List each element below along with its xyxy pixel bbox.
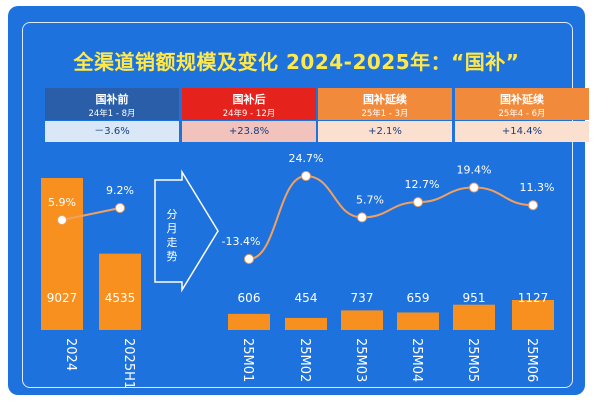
phase-header-3: 国补延续 25年1 - 3月: [318, 88, 452, 120]
trend-char-1: 分: [167, 208, 178, 221]
phase-header-2: 国补后 24年9 - 12月: [182, 88, 316, 120]
trend-char-4: 势: [167, 250, 178, 263]
growth-point: [357, 212, 367, 223]
phase-value-2: +23.8%: [182, 121, 316, 142]
bar-value-label: 737: [351, 291, 374, 305]
phase-range: 24年9 - 12月: [222, 109, 276, 119]
growth-label: 11.3%: [520, 181, 555, 194]
phase-name: 国补前: [95, 93, 129, 106]
x-tick-label: 2025H1: [121, 338, 136, 389]
bar-25M01: [228, 313, 270, 330]
growth-point: [301, 171, 311, 181]
growth-line-yearly: [61, 207, 121, 221]
growth-point: [528, 200, 538, 211]
phase-range: 24年1 - 8月: [88, 109, 136, 119]
x-tick-label: 25M02: [297, 338, 312, 382]
bar-2025H1: [99, 253, 141, 330]
phase-name: 国补延续: [500, 93, 544, 106]
growth-line-monthly: [248, 174, 534, 260]
phase-header-1: 国补前 24年1 - 8月: [45, 88, 179, 120]
growth-label: 9.2%: [106, 184, 134, 197]
blue-frame: [8, 6, 585, 395]
growth-label: 19.4%: [457, 164, 492, 177]
x-tick-label: 25M06: [524, 338, 539, 382]
phase-value-4: +14.4%: [455, 121, 589, 142]
x-tick-label: 25M04: [409, 338, 424, 382]
phase-value-1: －3.6%: [45, 121, 179, 142]
phase-value-3: +2.1%: [318, 121, 452, 142]
plot-area: 9027 2024 4535 2025H1 5.9% 9.2% 606 25M01 454 25M…: [41, 152, 554, 389]
growth-label: 24.7%: [289, 152, 324, 165]
bar-value-label: 454: [295, 291, 318, 305]
bar-value-label: 659: [407, 291, 430, 305]
bar-2024: [41, 178, 83, 330]
phase-range: 25年1 - 3月: [361, 109, 409, 119]
phase-name: 国补延续: [363, 93, 407, 106]
trend-char-2: 月: [167, 222, 178, 235]
x-tick-label: 25M05: [465, 338, 480, 382]
x-tick-label: 25M03: [353, 338, 368, 382]
growth-point: [469, 182, 479, 193]
inner-border: [22, 22, 573, 388]
x-tick-label: 2024: [63, 338, 78, 371]
growth-point: [115, 203, 125, 213]
phase-header-4: 国补延续 25年4 - 6月: [455, 88, 589, 120]
bar-25M03: [341, 310, 383, 330]
phase-range: 25年4 - 6月: [498, 109, 546, 119]
growth-point: [244, 254, 254, 264]
bar-25M05: [453, 304, 495, 330]
bar-value-label: 606: [238, 291, 261, 305]
trend-char-3: 走: [167, 236, 178, 249]
bar-25M06: [512, 300, 554, 330]
bar-value-label: 9027: [47, 291, 78, 305]
phase-name: 国补后: [232, 93, 266, 106]
growth-label: 5.9%: [48, 196, 76, 209]
growth-label: 12.7%: [405, 178, 440, 191]
chart-title: 全渠道销额规模及变化 2024-2025年：“国补”: [73, 50, 520, 74]
bar-25M04: [397, 312, 439, 330]
bar-value-label: 4535: [105, 291, 136, 305]
arrow-shape: [154, 169, 219, 293]
growth-label: 5.7%: [356, 193, 384, 206]
growth-point: [57, 215, 67, 225]
growth-point: [413, 197, 423, 208]
bar-value-label: 951: [463, 291, 486, 305]
growth-label: -13.4%: [222, 235, 261, 248]
x-tick-label: 25M01: [240, 338, 255, 382]
bar-value-label: 1127: [518, 291, 549, 305]
bar-25M02: [285, 317, 327, 330]
